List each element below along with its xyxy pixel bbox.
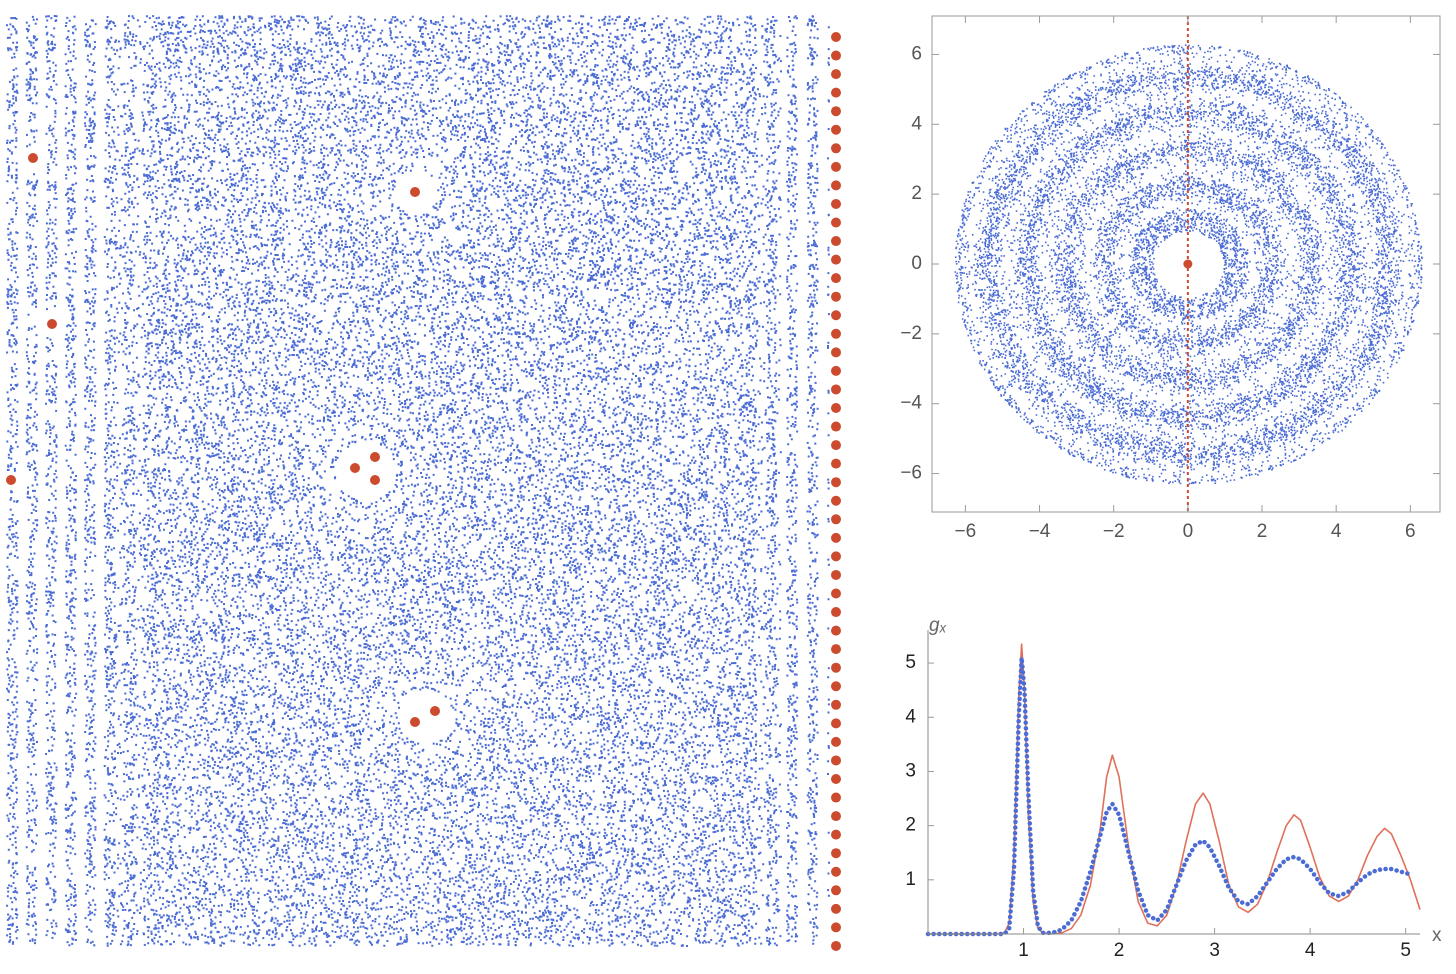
- impurity: [28, 153, 38, 163]
- impurity: [831, 440, 841, 451]
- y-tick-label: −2: [900, 323, 922, 344]
- x-tick-label: −2: [1103, 521, 1125, 542]
- x-tick-label: 5: [1400, 940, 1411, 961]
- impurity: [831, 718, 841, 729]
- impurity: [831, 50, 841, 61]
- y-tick-label: 1: [905, 869, 916, 890]
- impurity: [831, 124, 841, 135]
- impurity: [831, 495, 841, 506]
- x-tick-label: 6: [1405, 521, 1416, 542]
- charts: −6 −4 −2 0 2 4 6 −6 −4 −2 0 2 4 6 1 2 3 4 5 1 2 3 4 5 gₓ x: [900, 15, 1442, 961]
- impurity: [6, 475, 16, 485]
- impurity: [831, 403, 841, 413]
- impurity: [831, 607, 841, 618]
- impurity: [831, 885, 841, 896]
- impurity: [831, 532, 841, 543]
- impurity: [831, 217, 841, 228]
- particle-cloud: [954, 44, 1423, 485]
- impurity: [831, 662, 841, 673]
- impurity: [831, 829, 841, 840]
- impurity: [831, 736, 841, 747]
- impurity: [831, 514, 841, 525]
- y-tick-label: 5: [905, 652, 916, 673]
- y-tick-label: 2: [905, 815, 916, 836]
- impurity: [831, 161, 841, 172]
- impurity: [430, 706, 440, 716]
- x-tick-label: 0: [1183, 521, 1194, 542]
- impurity: [831, 180, 841, 191]
- impurity: [831, 644, 841, 655]
- impurity: [831, 774, 841, 784]
- impurity: [831, 903, 841, 914]
- impurity: [831, 811, 841, 822]
- y-tick-label: 6: [911, 43, 922, 64]
- x-tick-label: 4: [1331, 521, 1342, 542]
- particle-snapshot: [6, 15, 841, 951]
- point: [1183, 259, 1193, 269]
- impurity: [831, 254, 841, 265]
- impurity: [831, 236, 841, 247]
- impurity: [831, 421, 841, 432]
- impurity: [831, 106, 841, 117]
- impurity: [370, 475, 380, 485]
- impurity: [831, 458, 841, 469]
- x-axis-label: x: [1432, 925, 1442, 946]
- impurity: [831, 69, 841, 80]
- impurity: [410, 187, 420, 197]
- impurity: [831, 310, 841, 321]
- impurity: [831, 681, 841, 692]
- y-tick-label: 0: [911, 253, 922, 274]
- impurity: [350, 463, 360, 473]
- impurity: [831, 273, 841, 284]
- x-tick-label: 3: [1209, 940, 1220, 961]
- impurity: [831, 143, 841, 154]
- impurity: [831, 198, 841, 209]
- impurity: [831, 347, 841, 358]
- x-tick-label: −4: [1029, 521, 1051, 542]
- impurity: [831, 477, 841, 488]
- series-line: [925, 655, 1413, 937]
- impurity: [831, 625, 841, 636]
- y-tick-label: 2: [911, 183, 922, 204]
- impurity: [831, 588, 841, 599]
- impurity: [831, 699, 841, 710]
- impurity: [831, 328, 841, 339]
- y-tick-label: 3: [905, 760, 916, 781]
- x-tick-label: 4: [1305, 940, 1316, 961]
- y-tick-label: −6: [900, 463, 922, 484]
- y-tick-label: 4: [911, 113, 922, 134]
- impurity: [831, 848, 841, 859]
- impurity: [831, 32, 841, 42]
- impurity: [831, 551, 841, 562]
- y-tick-label: −4: [900, 393, 922, 414]
- impurity: [831, 87, 841, 98]
- impurity: [831, 940, 841, 951]
- impurity: [831, 792, 841, 803]
- x-tick-label: −6: [955, 521, 977, 542]
- x-tick-label: 2: [1257, 521, 1268, 542]
- y-tick-label: 4: [905, 706, 916, 727]
- impurity: [831, 755, 841, 766]
- impurity: [831, 291, 841, 302]
- impurity: [831, 384, 841, 395]
- impurity: [410, 717, 420, 727]
- impurity: [831, 569, 841, 580]
- impurity: [831, 866, 841, 877]
- particle-cloud: [6, 15, 830, 947]
- x-tick-label: 1: [1018, 940, 1029, 961]
- impurity: [831, 922, 841, 933]
- y-axis-label: gₓ: [929, 615, 947, 636]
- impurity: [370, 452, 380, 462]
- impurity: [47, 319, 57, 329]
- x-tick-label: 2: [1114, 940, 1125, 961]
- impurity: [831, 365, 841, 376]
